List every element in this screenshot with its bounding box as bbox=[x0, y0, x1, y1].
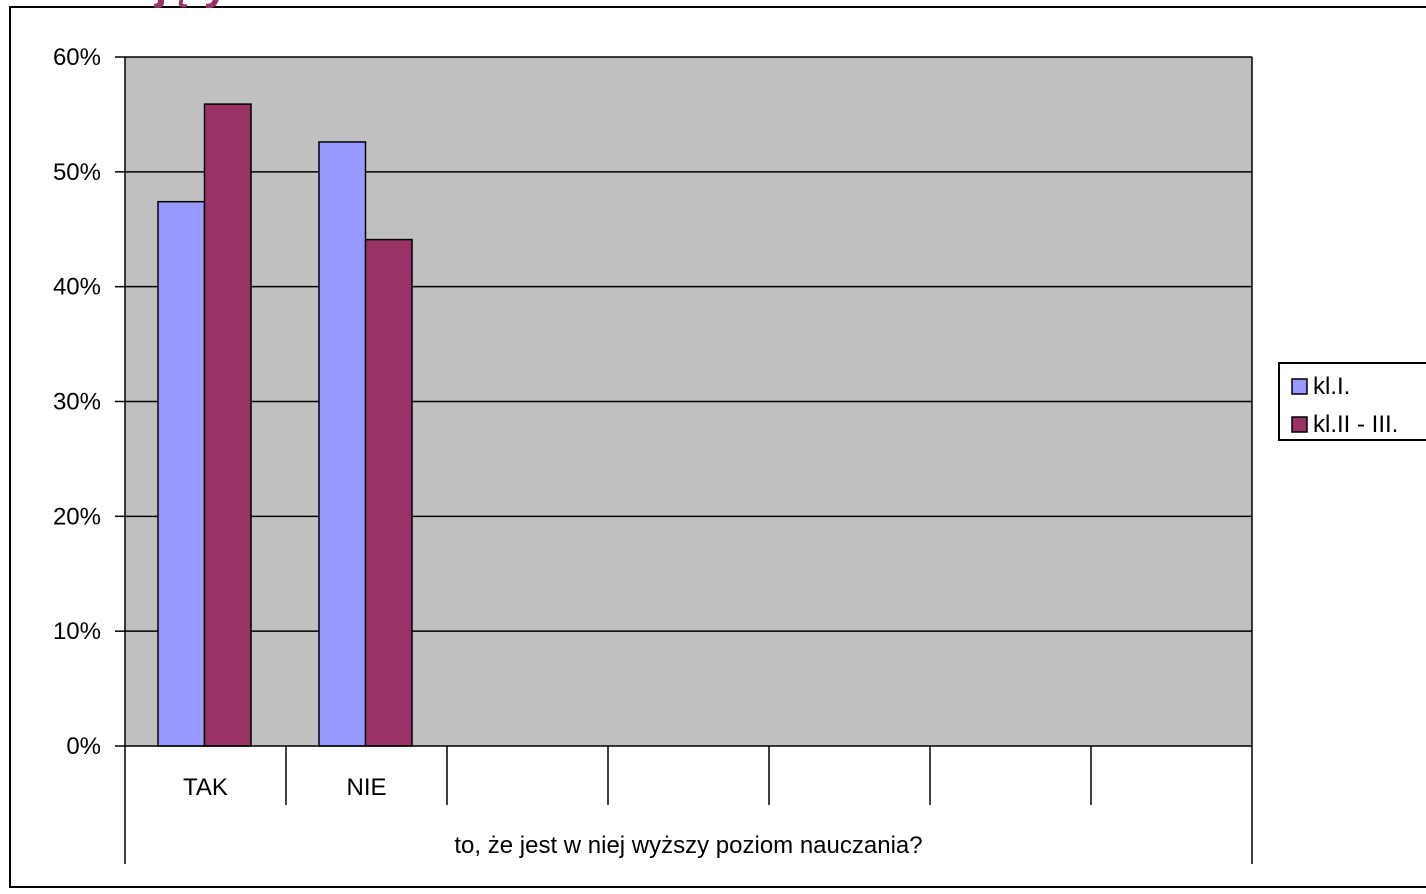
x-tick-label: NIE bbox=[346, 774, 386, 801]
y-tick-label: 30% bbox=[53, 389, 101, 416]
y-tick-label: 60% bbox=[53, 44, 101, 71]
legend-swatch bbox=[1291, 378, 1308, 395]
bar bbox=[203, 103, 252, 747]
slide-title-fragment: ujęły bbox=[128, 0, 228, 10]
axes bbox=[115, 56, 1253, 864]
legend-swatch bbox=[1291, 416, 1308, 433]
y-tick-label: 40% bbox=[53, 274, 101, 301]
bar bbox=[157, 200, 206, 747]
x-group-label: to, że jest w niej wyższy poziom nauczan… bbox=[454, 832, 922, 859]
y-tick-label: 0% bbox=[66, 733, 101, 760]
legend: kl.I. kl.II - III. bbox=[1278, 362, 1426, 441]
legend-label: kl.I. bbox=[1313, 373, 1350, 400]
y-tick-label: 10% bbox=[53, 618, 101, 645]
legend-label: kl.II - III. bbox=[1313, 411, 1398, 438]
x-category-labels: TAK NIE bbox=[183, 774, 386, 801]
bar bbox=[318, 141, 367, 747]
bar bbox=[364, 238, 413, 747]
gridlines bbox=[125, 56, 1252, 632]
legend-box bbox=[1278, 362, 1426, 441]
y-tick-label: 50% bbox=[53, 159, 101, 186]
chart-border bbox=[9, 6, 1426, 888]
y-tick-label: 20% bbox=[53, 503, 101, 530]
x-tick-label: TAK bbox=[183, 774, 228, 801]
y-tick-labels: 0% 10% 20% 30% 40% 50% 60% bbox=[53, 44, 101, 760]
